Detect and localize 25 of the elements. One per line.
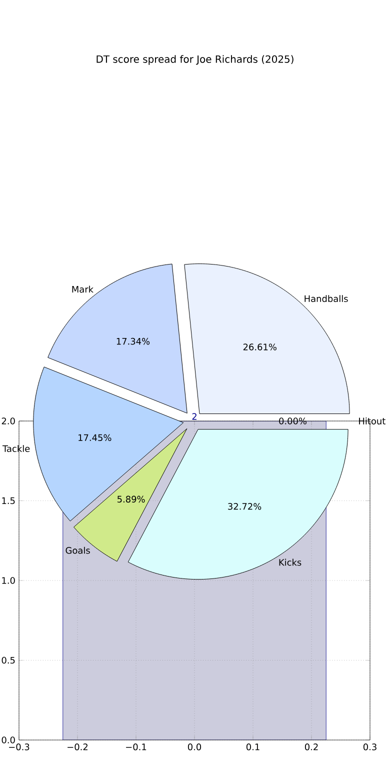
data-label: 2 (192, 413, 196, 420)
slice-label: Handballs (304, 295, 348, 302)
slice-label: Tackle (2, 445, 30, 452)
data-label: 17.45% (78, 434, 112, 442)
x-tick-label: 0.1 (246, 744, 260, 750)
chart-title: DT score spread for Joe Richards (2025) (96, 55, 294, 65)
data-label: 32.72% (228, 503, 262, 510)
data-label: 17.34% (116, 338, 150, 345)
slice-label: Kicks (279, 558, 302, 566)
y-tick-label: 1.5 (2, 497, 15, 504)
x-tick-label: −0.2 (68, 744, 88, 750)
y-tick-label: 0.0 (2, 736, 15, 744)
category-label: Hitout (359, 418, 386, 424)
slice-label: Goals (66, 546, 90, 554)
data-label: 26.61% (243, 344, 276, 350)
y-tick-label: 2.0 (2, 418, 15, 424)
x-tick-label: 0.2 (304, 744, 318, 750)
x-tick-label: 0.0 (188, 744, 202, 750)
y-tick-label: 0.5 (2, 656, 15, 664)
slice-label: Mark (72, 286, 94, 293)
y-tick-label: 1.0 (2, 577, 15, 584)
x-tick-label: −0.1 (126, 744, 146, 750)
x-tick-label: 0.3 (363, 744, 376, 750)
data-label: 5.89% (118, 496, 145, 503)
x-tick-label: −0.3 (9, 744, 30, 750)
